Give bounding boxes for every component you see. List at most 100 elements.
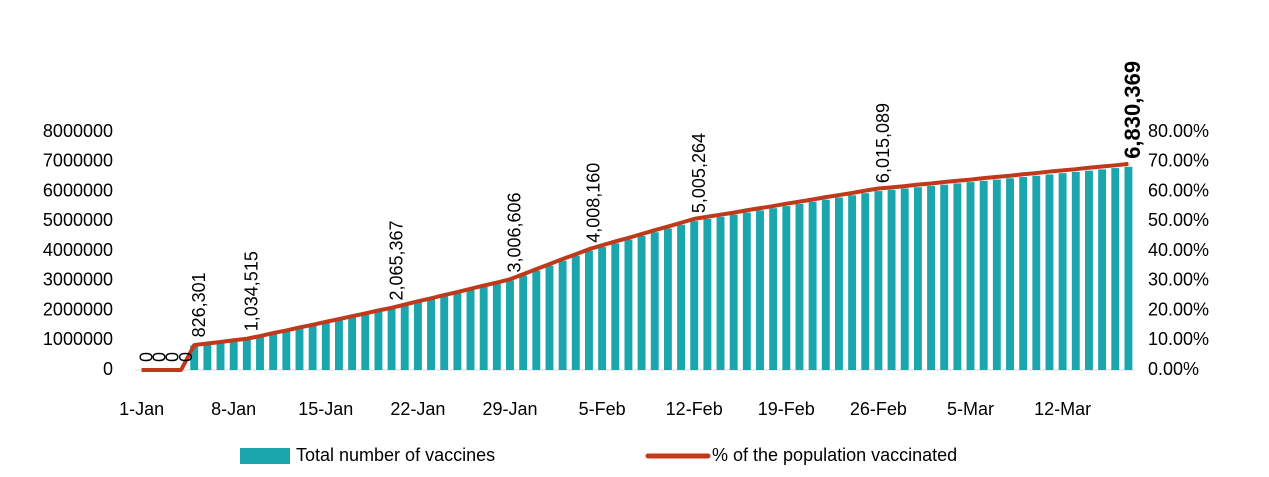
bar [374,311,383,370]
bar [269,333,278,370]
bar [242,339,251,370]
bar [900,188,909,370]
bar [295,328,304,370]
y2-tick-label: 70.00% [1148,151,1209,171]
legend-label: Total number of vaccines [296,445,495,465]
bar [690,221,699,370]
bar [966,182,975,370]
value-label: 826,301 [189,272,209,337]
bar [466,289,475,370]
bar [479,286,488,370]
value-label: 0 [136,352,156,362]
bar [887,189,896,370]
x-tick-label: 8-Jan [211,399,256,419]
bar [308,325,317,370]
bar [427,299,435,370]
bar [1019,177,1028,370]
x-tick-label: 12-Mar [1034,399,1091,419]
bar [321,322,330,370]
x-tick-label: 5-Feb [579,399,626,419]
bar [1006,178,1014,370]
value-label: 2,065,367 [386,220,406,300]
bar [703,218,712,370]
y2-tick-label: 30.00% [1148,270,1209,290]
bar [506,280,514,370]
legend-label: % of the population vaccinated [712,445,957,465]
y2-tick-label: 50.00% [1148,210,1209,230]
bar [1045,174,1054,370]
bar [835,197,843,370]
bar [1085,170,1093,370]
bar [940,184,949,370]
bar [729,214,738,370]
line [141,161,1129,372]
x-tick-label: 1-Jan [119,399,164,419]
value-label: 4,008,160 [584,163,604,243]
bar [440,296,449,370]
bar [348,316,357,370]
value-label: 0 [176,352,196,362]
value-label: 1,034,515 [242,251,262,331]
value-label: 0 [149,352,169,362]
bar [821,199,830,370]
y2-tick-label: 0.00% [1148,359,1199,379]
bar [611,243,620,370]
x-tick-label: 22-Jan [390,399,445,419]
bar [1071,171,1080,370]
x-tick-label: 5-Mar [947,399,994,419]
x-tick-label: 12-Feb [666,399,723,419]
bar [413,302,422,370]
bar [650,232,659,370]
y-tick-label: 7000000 [43,151,113,171]
bar [677,224,685,370]
bar [400,305,409,370]
y-tick-label: 8000000 [43,121,113,141]
bar [716,216,725,370]
bar [756,210,764,370]
bar [203,343,212,370]
x-tick-label: 26-Feb [850,399,907,419]
x-tick-label: 29-Jan [482,399,537,419]
bar [585,250,593,370]
y2-tick-label: 40.00% [1148,240,1209,260]
bar [808,201,817,370]
bar [953,183,962,370]
y-tick-label: 2000000 [43,299,113,319]
y2-tick-label: 10.00% [1148,329,1209,349]
y2-tick-label: 20.00% [1148,299,1209,319]
y-tick-label: 3000000 [43,270,113,290]
value-label: 0 [163,352,183,362]
bar [1111,168,1120,370]
bar [979,180,988,370]
bar [663,228,672,370]
bar [927,185,935,370]
bar [848,195,857,370]
bar [282,330,291,370]
bar [532,270,541,370]
y-tick-label: 6000000 [43,180,113,200]
bar [453,292,462,370]
bar [361,314,370,370]
bar [216,342,225,370]
bar [742,212,751,370]
bar [492,283,501,370]
bar [229,340,238,370]
bar [387,308,396,370]
bar [598,247,607,370]
bar [190,345,199,370]
bar [571,255,580,370]
value-label: 6,015,089 [873,103,893,183]
x-tick-label: 19-Feb [758,399,815,419]
y2-tick-label: 80.00% [1148,121,1209,141]
bar [782,206,791,370]
bar [992,179,1001,370]
value-label: 5,005,264 [689,133,709,213]
value-label: 6,830,369 [1120,61,1145,159]
bar [1098,169,1107,370]
bar [795,203,804,370]
y2-tick-label: 60.00% [1148,180,1209,200]
bar [256,336,264,370]
bar [624,239,633,370]
bar [1032,175,1041,370]
